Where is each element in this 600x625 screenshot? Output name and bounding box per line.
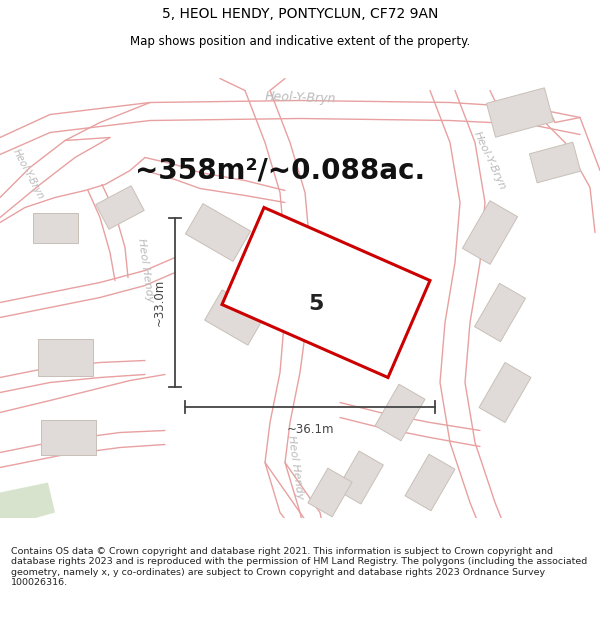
Polygon shape [37, 339, 92, 376]
Polygon shape [41, 420, 95, 455]
Polygon shape [222, 208, 430, 378]
Text: 5, HEOL HENDY, PONTYCLUN, CF72 9AN: 5, HEOL HENDY, PONTYCLUN, CF72 9AN [162, 7, 438, 21]
Text: Heol Hendy: Heol Hendy [136, 238, 154, 303]
Text: Heol-Y-Bryn: Heol-Y-Bryn [264, 90, 336, 105]
Polygon shape [308, 468, 352, 517]
Polygon shape [405, 454, 455, 511]
Text: Map shows position and indicative extent of the property.: Map shows position and indicative extent… [130, 35, 470, 48]
Text: Contains OS data © Crown copyright and database right 2021. This information is : Contains OS data © Crown copyright and d… [11, 547, 587, 587]
Polygon shape [185, 204, 251, 261]
Polygon shape [487, 88, 554, 137]
Polygon shape [32, 213, 77, 243]
Polygon shape [479, 362, 531, 423]
Polygon shape [337, 451, 383, 504]
Polygon shape [205, 290, 265, 345]
Polygon shape [96, 186, 144, 229]
Text: Heol Hendy: Heol Hendy [286, 435, 304, 500]
Polygon shape [463, 201, 518, 264]
Text: ~358m²/~0.088ac.: ~358m²/~0.088ac. [135, 156, 425, 184]
Polygon shape [375, 384, 425, 441]
Text: Heol-Y-Bryn: Heol-Y-Bryn [11, 148, 46, 201]
Polygon shape [529, 142, 581, 182]
Text: 5: 5 [308, 294, 323, 314]
Text: Heol-Y-Bryn: Heol-Y-Bryn [472, 129, 508, 191]
Polygon shape [0, 482, 55, 522]
Text: ~36.1m: ~36.1m [286, 423, 334, 436]
Polygon shape [475, 283, 526, 342]
Text: ~33.0m: ~33.0m [152, 279, 166, 326]
